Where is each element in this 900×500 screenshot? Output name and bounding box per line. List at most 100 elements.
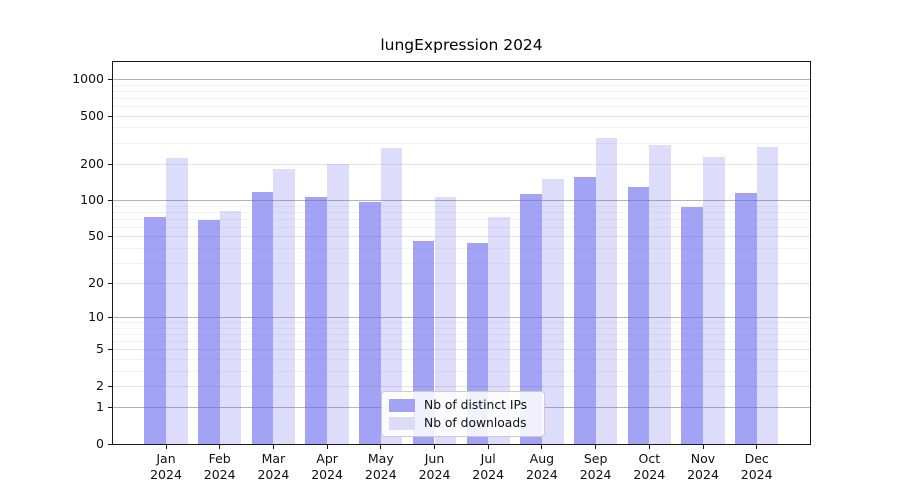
y-tick-1000 [108, 79, 112, 80]
gridline-y-2 [112, 386, 811, 387]
downloads-bar-dec [756, 147, 779, 444]
gridline-y-70 [112, 218, 811, 220]
gridline-y-300 [112, 142, 811, 144]
chart-title: lungExpression 2024 [380, 36, 543, 54]
y-tick-label-20: 20 [88, 275, 104, 291]
x-tick-label-oct: Oct 2024 [633, 451, 666, 482]
downloads-bar-mar [273, 169, 296, 444]
y-tick-label-1000: 1000 [72, 71, 104, 86]
x-tick-apr [326, 445, 328, 449]
x-tick-label-feb: Feb 2024 [203, 451, 236, 482]
gridline-y-6 [112, 341, 811, 343]
y-tick-label-1: 1 [96, 399, 104, 415]
downloads-bar-sep [595, 138, 618, 444]
gridline-y-800 [112, 90, 811, 92]
distinct-ips-bar-jan [144, 217, 166, 444]
x-tick-oct [648, 445, 650, 449]
x-tick-sep [595, 445, 597, 449]
downloads-bar-may [380, 148, 403, 444]
y-tick-2 [108, 386, 112, 387]
y-tick-label-0: 0 [96, 436, 104, 451]
gridline-y-50 [112, 236, 811, 238]
x-tick-feb [219, 445, 221, 449]
x-tick-jul [487, 445, 489, 449]
legend-item-distinct-ips: Nb of distinct IPs [389, 398, 544, 412]
gridline-y-5 [112, 349, 811, 351]
distinct-ips-bar-mar [251, 191, 274, 444]
x-tick-label-apr: Apr 2024 [311, 451, 343, 482]
distinct-ips-bar-oct [627, 186, 650, 444]
gridline-y-9 [112, 322, 811, 324]
y-tick-100 [108, 200, 112, 202]
gridline-y-40 [112, 247, 811, 249]
gridline-y-30 [112, 262, 811, 264]
gridline-y-7 [112, 334, 811, 336]
y-tick-10 [108, 317, 112, 319]
distinct-ips-bar-sep [573, 177, 596, 444]
distinct-ips-bar-aug [520, 193, 542, 444]
y-tick-20 [108, 283, 112, 285]
x-tick-jun [434, 445, 435, 449]
x-tick-nov [702, 445, 704, 449]
y-tick-label-2: 2 [96, 378, 104, 393]
gridline-y-400 [112, 127, 811, 129]
distinct-ips-bar-may [359, 202, 381, 444]
y-tick-500 [108, 115, 112, 117]
gridline-y-500 [112, 115, 811, 117]
gridline-y-8 [112, 327, 811, 329]
x-tick-aug [541, 445, 543, 449]
downloads-bar-jul [488, 217, 510, 444]
x-tick-jan [165, 445, 167, 449]
gridline-y-900 [112, 84, 811, 86]
y-tick-200 [108, 163, 112, 165]
y-tick-label-5: 5 [96, 341, 104, 357]
downloads-bar-nov [703, 157, 725, 444]
y-tick-50 [108, 236, 112, 238]
downloads-bar-feb [219, 210, 242, 444]
downloads-bar-oct [649, 145, 671, 444]
y-tick-5 [108, 349, 112, 351]
downloads-bar-aug [541, 179, 564, 444]
x-tick-label-may: May 2024 [364, 451, 397, 482]
y-tick-0 [108, 444, 112, 445]
gridline-y-4 [112, 359, 811, 360]
x-tick-label-nov: Nov 2024 [687, 451, 719, 482]
downloads-bar-jan [166, 158, 188, 444]
legend-label-distinct-ips: Nb of distinct IPs [424, 398, 528, 412]
gridline-y-80 [112, 211, 811, 213]
x-tick-label-jul: Jul 2024 [472, 451, 505, 482]
x-tick-label-sep: Sep 2024 [579, 451, 612, 482]
y-tick-label-10: 10 [88, 309, 104, 325]
gridline-y-20 [112, 283, 811, 285]
y-tick-label-200: 200 [80, 155, 104, 171]
legend-swatch-downloads [389, 416, 415, 430]
gridline-y-1000 [112, 79, 811, 80]
legend-label-downloads: Nb of downloads [424, 416, 527, 430]
x-tick-may [380, 445, 382, 449]
gridline-y-700 [112, 97, 811, 99]
distinct-ips-bar-dec [735, 192, 757, 444]
x-tick-label-jun: Jun 2024 [418, 451, 451, 482]
downloads-bar-apr [327, 164, 349, 444]
distinct-ips-bar-nov [681, 206, 703, 444]
gridline-y-60 [112, 226, 811, 228]
y-tick-label-500: 500 [80, 107, 104, 123]
x-tick-label-aug: Aug 2024 [525, 451, 558, 482]
gridline-y-3 [112, 370, 811, 372]
x-tick-dec [756, 445, 758, 449]
legend: Nb of distinct IPs Nb of downloads [381, 391, 545, 437]
gridline-y-90 [112, 205, 811, 207]
legend-item-downloads: Nb of downloads [389, 416, 544, 430]
gridline-y-600 [112, 105, 811, 107]
gridline-y-200 [112, 163, 811, 165]
downloads-bar-jun [434, 197, 457, 444]
y-tick-label-50: 50 [88, 228, 104, 244]
x-tick-label-mar: Mar 2024 [257, 451, 290, 482]
legend-swatch-distinct-ips [389, 398, 415, 412]
distinct-ips-bar-feb [198, 220, 220, 444]
x-tick-mar [272, 445, 274, 449]
y-tick-label-100: 100 [80, 192, 104, 208]
gridline-y-100 [112, 200, 811, 202]
y-tick-1 [108, 407, 112, 409]
